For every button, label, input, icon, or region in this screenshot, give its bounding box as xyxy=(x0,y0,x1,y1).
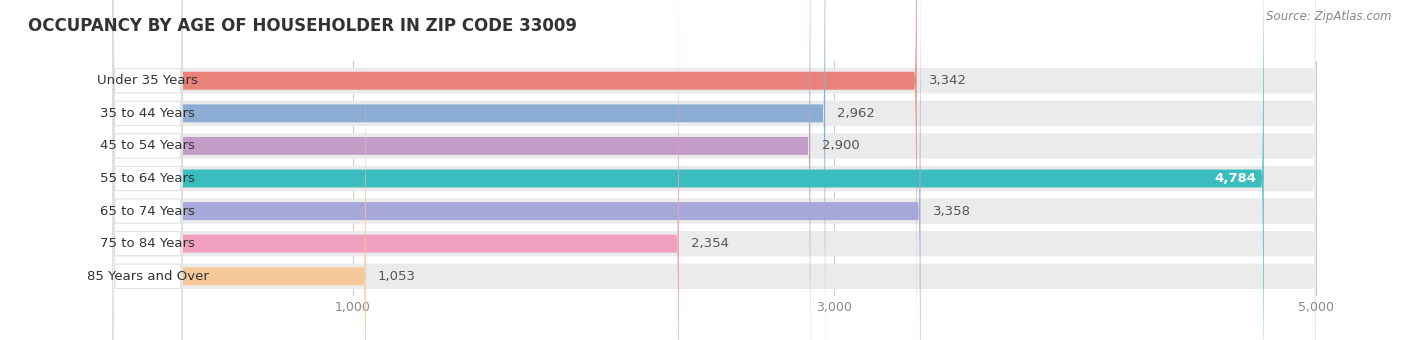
Text: 65 to 74 Years: 65 to 74 Years xyxy=(100,205,195,218)
FancyBboxPatch shape xyxy=(112,0,679,340)
FancyBboxPatch shape xyxy=(112,0,1316,340)
Text: 2,354: 2,354 xyxy=(690,237,728,250)
FancyBboxPatch shape xyxy=(112,0,183,340)
Text: 3,358: 3,358 xyxy=(932,205,970,218)
Text: OCCUPANCY BY AGE OF HOUSEHOLDER IN ZIP CODE 33009: OCCUPANCY BY AGE OF HOUSEHOLDER IN ZIP C… xyxy=(28,17,576,35)
FancyBboxPatch shape xyxy=(112,0,183,340)
FancyBboxPatch shape xyxy=(112,0,1316,340)
FancyBboxPatch shape xyxy=(112,0,921,340)
FancyBboxPatch shape xyxy=(112,0,825,340)
FancyBboxPatch shape xyxy=(112,0,183,340)
FancyBboxPatch shape xyxy=(112,0,1316,340)
FancyBboxPatch shape xyxy=(112,0,183,340)
FancyBboxPatch shape xyxy=(112,0,1316,340)
Text: Under 35 Years: Under 35 Years xyxy=(97,74,198,87)
FancyBboxPatch shape xyxy=(112,0,183,340)
Text: 85 Years and Over: 85 Years and Over xyxy=(87,270,208,283)
Text: 2,962: 2,962 xyxy=(837,107,875,120)
Text: 3,342: 3,342 xyxy=(929,74,967,87)
FancyBboxPatch shape xyxy=(112,0,1316,340)
FancyBboxPatch shape xyxy=(112,0,183,340)
Text: 35 to 44 Years: 35 to 44 Years xyxy=(100,107,195,120)
FancyBboxPatch shape xyxy=(112,0,366,340)
FancyBboxPatch shape xyxy=(112,0,1264,340)
Text: 45 to 54 Years: 45 to 54 Years xyxy=(100,139,195,152)
Text: 4,784: 4,784 xyxy=(1215,172,1257,185)
FancyBboxPatch shape xyxy=(112,0,917,340)
Text: 55 to 64 Years: 55 to 64 Years xyxy=(100,172,195,185)
FancyBboxPatch shape xyxy=(112,0,1316,340)
Text: 1,053: 1,053 xyxy=(378,270,416,283)
FancyBboxPatch shape xyxy=(112,0,810,340)
Text: 2,900: 2,900 xyxy=(823,139,860,152)
Text: Source: ZipAtlas.com: Source: ZipAtlas.com xyxy=(1267,10,1392,23)
FancyBboxPatch shape xyxy=(112,0,1316,340)
Text: 75 to 84 Years: 75 to 84 Years xyxy=(100,237,195,250)
FancyBboxPatch shape xyxy=(112,0,183,340)
